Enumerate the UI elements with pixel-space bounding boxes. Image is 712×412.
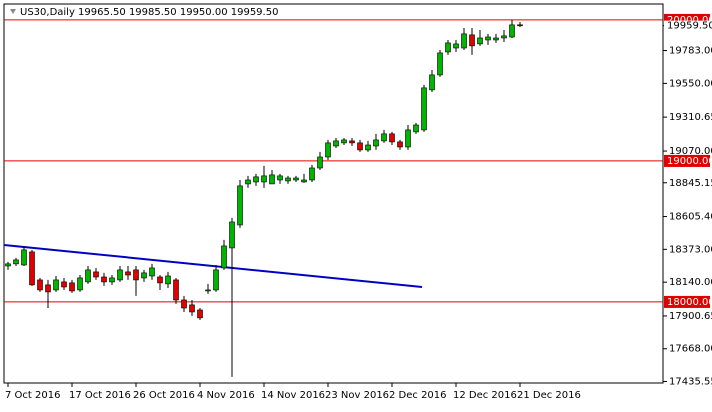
candle-body	[85, 269, 91, 283]
candle-body	[93, 271, 99, 278]
candle-body	[357, 142, 363, 151]
candle-body	[125, 271, 131, 276]
y-tick-label: 17900.65	[669, 311, 712, 322]
x-tick-label: 4 Nov 2016	[197, 390, 255, 401]
candle-body	[413, 124, 419, 133]
candle-body	[133, 269, 139, 281]
candle-body	[277, 175, 283, 181]
candle-body	[325, 142, 331, 158]
x-tick-label: 21 Dec 2016	[517, 390, 581, 401]
current-price-label: 19959.50	[667, 21, 712, 32]
y-tick-label: 18845.15	[669, 178, 712, 189]
candle-body	[61, 281, 67, 288]
candle-body	[21, 249, 27, 266]
plot-frame	[3, 3, 664, 384]
x-tick-label: 26 Oct 2016	[133, 390, 195, 401]
candle-body	[469, 34, 475, 47]
candle-body	[333, 140, 339, 147]
candle-body	[69, 282, 75, 292]
candle-body	[37, 279, 43, 291]
candle-body	[453, 43, 459, 49]
y-tick-label: 17668.00	[669, 344, 712, 355]
candle-body	[269, 174, 275, 185]
candle-body	[221, 245, 227, 269]
candle-body	[245, 179, 251, 185]
candle-body	[261, 175, 267, 183]
candle-body	[309, 167, 315, 181]
price-label: 18000.00	[667, 297, 712, 308]
candle-body	[77, 277, 83, 291]
chart-title: US30,Daily 19965.50 19985.50 19950.00 19…	[20, 7, 278, 18]
y-tick-label: 17435.55	[669, 377, 712, 388]
candle-body	[181, 299, 187, 309]
candle-body	[437, 52, 443, 76]
current-price-box	[664, 20, 710, 31]
price-label: 20000.00	[667, 15, 712, 26]
candle-body	[213, 269, 219, 291]
candle-body	[477, 37, 483, 45]
candle-body	[53, 279, 59, 291]
candle-body	[45, 284, 51, 293]
candle-body	[341, 139, 347, 144]
y-tick-label: 19310.65	[669, 112, 712, 123]
candle-body	[389, 133, 395, 143]
price-label-box	[664, 154, 710, 167]
candle-body	[165, 275, 171, 285]
candle-body	[13, 259, 19, 265]
candle-body	[189, 304, 195, 313]
price-label-box	[664, 13, 710, 26]
candle-body	[445, 42, 451, 53]
y-tick-label: 19070.00	[669, 146, 712, 157]
candle-body	[109, 277, 115, 283]
candle-body	[253, 176, 259, 183]
price-label: 19000.00	[667, 156, 712, 167]
title-icon	[10, 9, 16, 14]
y-tick-label: 18373.00	[669, 244, 712, 255]
candle-body	[141, 272, 147, 279]
x-tick-label: 17 Oct 2016	[69, 390, 131, 401]
candle-body	[293, 177, 299, 181]
candle-body	[285, 177, 291, 182]
candle-body	[29, 251, 35, 286]
candle-body	[117, 269, 123, 281]
candle-body	[173, 279, 179, 301]
x-tick-label: 14 Nov 2016	[261, 390, 325, 401]
candle-body	[349, 140, 355, 144]
candle-body	[301, 179, 307, 183]
x-tick-label: 23 Nov 2016	[325, 390, 389, 401]
x-tick-label: 12 Dec 2016	[453, 390, 517, 401]
price-label-box	[664, 295, 710, 308]
candle-body	[101, 276, 107, 283]
y-tick-label: 19550.00	[669, 78, 712, 89]
candle-body	[501, 35, 507, 39]
candle-body	[365, 144, 371, 151]
candle-body	[485, 36, 491, 41]
candle-body	[317, 156, 323, 169]
candle-body	[237, 185, 243, 226]
candle-body	[405, 129, 411, 148]
candle-body	[149, 267, 155, 277]
candle-body	[429, 74, 435, 91]
candle-body	[157, 276, 163, 284]
candle-body	[493, 37, 499, 41]
candle-body	[517, 24, 523, 27]
y-tick-label: 18605.40	[669, 212, 712, 223]
trendline	[3, 243, 423, 288]
candle-body	[397, 141, 403, 148]
candle-body	[5, 263, 11, 267]
candle-body	[229, 221, 235, 249]
x-tick-label: 7 Oct 2016	[5, 390, 60, 401]
candle-body	[461, 33, 467, 49]
y-tick-label: 19783.00	[669, 46, 712, 57]
candle-body	[197, 309, 203, 319]
candle-body	[381, 133, 387, 142]
candle-body	[421, 87, 427, 131]
x-tick-label: 2 Dec 2016	[389, 390, 447, 401]
y-tick-label: 18140.00	[669, 277, 712, 288]
candle-body	[205, 289, 211, 292]
candle-body	[509, 24, 515, 38]
candle-body	[373, 139, 379, 147]
